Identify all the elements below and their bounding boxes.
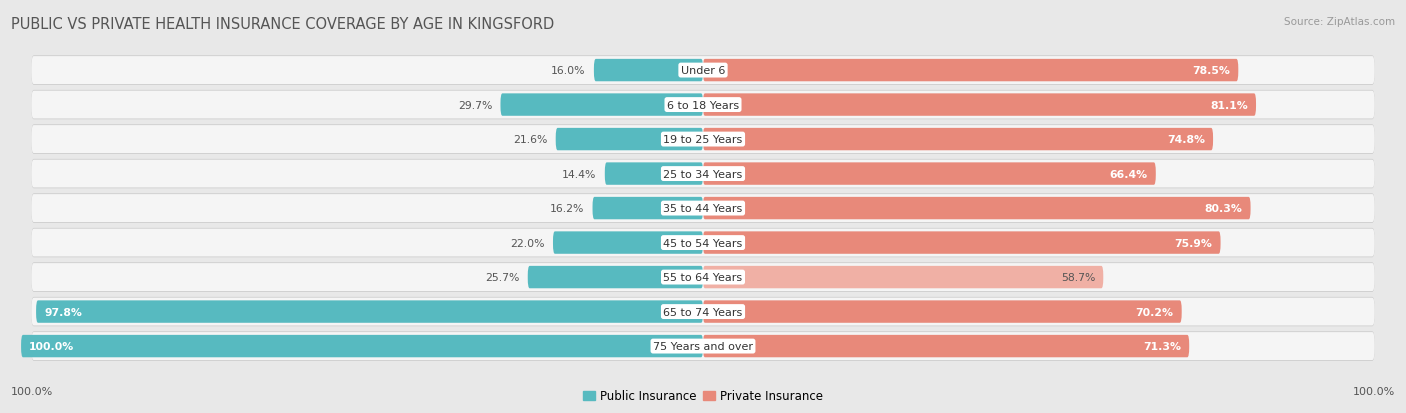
FancyBboxPatch shape	[31, 91, 1375, 120]
Text: 78.5%: 78.5%	[1192, 66, 1230, 76]
Text: 25.7%: 25.7%	[485, 273, 520, 282]
Text: 66.4%: 66.4%	[1109, 169, 1147, 179]
FancyBboxPatch shape	[703, 197, 1250, 220]
FancyBboxPatch shape	[31, 56, 1375, 85]
Text: 55 to 64 Years: 55 to 64 Years	[664, 273, 742, 282]
Text: 6 to 18 Years: 6 to 18 Years	[666, 100, 740, 110]
Text: 74.8%: 74.8%	[1167, 135, 1205, 145]
FancyBboxPatch shape	[31, 57, 1375, 85]
FancyBboxPatch shape	[31, 332, 1375, 361]
Text: 16.2%: 16.2%	[550, 204, 585, 214]
Text: 80.3%: 80.3%	[1205, 204, 1243, 214]
FancyBboxPatch shape	[703, 335, 1189, 357]
FancyBboxPatch shape	[527, 266, 703, 289]
Text: 75 Years and over: 75 Years and over	[652, 341, 754, 351]
FancyBboxPatch shape	[31, 159, 1375, 189]
Text: 35 to 44 Years: 35 to 44 Years	[664, 204, 742, 214]
Text: 100.0%: 100.0%	[30, 341, 75, 351]
FancyBboxPatch shape	[31, 263, 1375, 292]
Text: PUBLIC VS PRIVATE HEALTH INSURANCE COVERAGE BY AGE IN KINGSFORD: PUBLIC VS PRIVATE HEALTH INSURANCE COVER…	[11, 17, 554, 31]
FancyBboxPatch shape	[703, 60, 1239, 82]
Text: Under 6: Under 6	[681, 66, 725, 76]
FancyBboxPatch shape	[21, 335, 703, 357]
FancyBboxPatch shape	[703, 301, 1181, 323]
FancyBboxPatch shape	[593, 60, 703, 82]
FancyBboxPatch shape	[31, 195, 1375, 223]
FancyBboxPatch shape	[501, 94, 703, 116]
FancyBboxPatch shape	[703, 94, 1256, 116]
FancyBboxPatch shape	[31, 263, 1375, 291]
FancyBboxPatch shape	[31, 160, 1375, 188]
FancyBboxPatch shape	[31, 125, 1375, 154]
FancyBboxPatch shape	[37, 301, 703, 323]
Text: 25 to 34 Years: 25 to 34 Years	[664, 169, 742, 179]
FancyBboxPatch shape	[31, 126, 1375, 154]
Text: 100.0%: 100.0%	[1353, 387, 1395, 396]
FancyBboxPatch shape	[31, 228, 1375, 258]
FancyBboxPatch shape	[703, 266, 1104, 289]
FancyBboxPatch shape	[31, 229, 1375, 257]
Text: Source: ZipAtlas.com: Source: ZipAtlas.com	[1284, 17, 1395, 26]
Text: 70.2%: 70.2%	[1136, 307, 1174, 317]
Text: 19 to 25 Years: 19 to 25 Years	[664, 135, 742, 145]
Text: 75.9%: 75.9%	[1174, 238, 1212, 248]
Text: 14.4%: 14.4%	[562, 169, 596, 179]
Text: 97.8%: 97.8%	[44, 307, 82, 317]
Text: 29.7%: 29.7%	[458, 100, 492, 110]
FancyBboxPatch shape	[553, 232, 703, 254]
FancyBboxPatch shape	[703, 232, 1220, 254]
FancyBboxPatch shape	[703, 163, 1156, 185]
FancyBboxPatch shape	[31, 332, 1375, 360]
Text: 16.0%: 16.0%	[551, 66, 586, 76]
FancyBboxPatch shape	[605, 163, 703, 185]
Legend: Public Insurance, Private Insurance: Public Insurance, Private Insurance	[578, 385, 828, 407]
Text: 21.6%: 21.6%	[513, 135, 547, 145]
FancyBboxPatch shape	[31, 91, 1375, 119]
FancyBboxPatch shape	[31, 298, 1375, 326]
FancyBboxPatch shape	[703, 128, 1213, 151]
Text: 65 to 74 Years: 65 to 74 Years	[664, 307, 742, 317]
Text: 45 to 54 Years: 45 to 54 Years	[664, 238, 742, 248]
FancyBboxPatch shape	[555, 128, 703, 151]
FancyBboxPatch shape	[592, 197, 703, 220]
Text: 71.3%: 71.3%	[1143, 341, 1181, 351]
Text: 100.0%: 100.0%	[11, 387, 53, 396]
Text: 58.7%: 58.7%	[1060, 273, 1095, 282]
Text: 22.0%: 22.0%	[510, 238, 544, 248]
Text: 81.1%: 81.1%	[1211, 100, 1249, 110]
FancyBboxPatch shape	[31, 297, 1375, 326]
FancyBboxPatch shape	[31, 194, 1375, 223]
